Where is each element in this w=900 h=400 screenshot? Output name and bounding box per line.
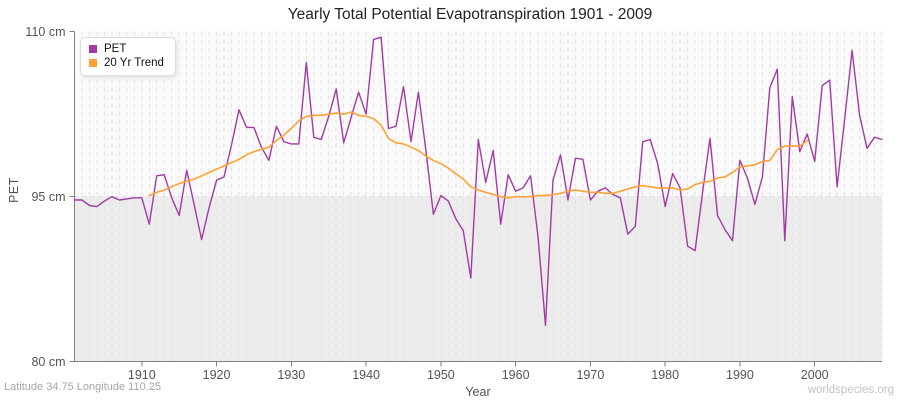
legend: PET 20 Yr Trend <box>80 37 176 76</box>
axes <box>69 31 882 367</box>
legend-item-trend: 20 Yr Trend <box>89 56 164 70</box>
gridlines <box>74 31 883 362</box>
x-tick-label: 1980 <box>651 368 679 382</box>
y-tick-label: 110 cm <box>25 25 65 39</box>
pet-series-label: PET <box>104 43 127 55</box>
pet-series-line <box>73 36 883 327</box>
y-axis-title: PET <box>7 177 21 203</box>
x-tick-label: 1990 <box>726 368 754 382</box>
trend-series-line <box>148 111 809 199</box>
pet-series-swatch <box>89 45 97 53</box>
tick-labels: 110 cm 95 cm 80 cm 1910 1920 1930 1940 1950 1960… <box>25 25 828 382</box>
legend-item-pet: PET <box>89 42 164 56</box>
footer-coordinates: Latitude 34.75 Longitude 110.25 <box>4 381 161 393</box>
x-tick-label: 1940 <box>352 368 380 382</box>
x-tick-label: 1910 <box>128 368 156 382</box>
chart-title: Yearly Total Potential Evapotranspiratio… <box>287 6 653 23</box>
x-tick-label: 1950 <box>427 368 455 382</box>
x-tick-label: 2000 <box>801 368 829 382</box>
x-tick-label: 1930 <box>277 368 305 382</box>
footer-watermark: worldspecies.org <box>807 384 894 396</box>
y-tick-label: 95 cm <box>31 190 65 204</box>
x-axis-title: Year <box>465 385 491 399</box>
x-tick-label: 1920 <box>203 368 231 382</box>
x-tick-label: 1960 <box>502 368 530 382</box>
y-tick-label: 80 cm <box>31 355 65 369</box>
trend-series-label: 20 Yr Trend <box>104 57 164 69</box>
trend-series-swatch <box>89 59 97 67</box>
x-tick-label: 1970 <box>576 368 604 382</box>
